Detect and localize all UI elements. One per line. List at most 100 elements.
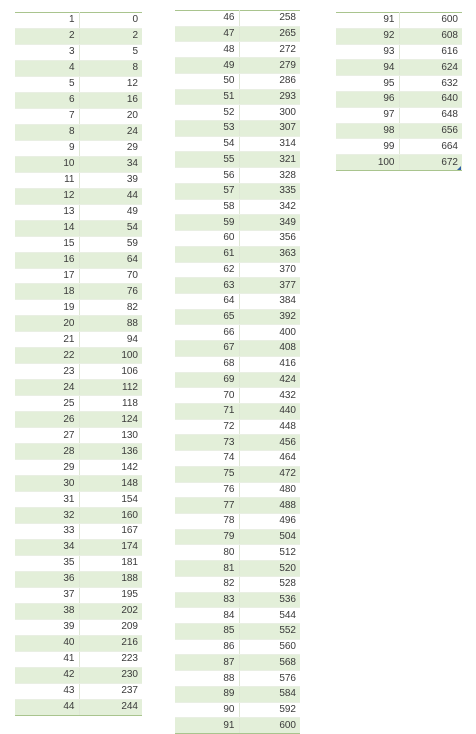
cell-index[interactable]: 3 — [15, 44, 80, 61]
cell-index[interactable]: 33 — [15, 523, 80, 540]
cell-value[interactable]: 560 — [239, 639, 300, 656]
cell-value[interactable]: 112 — [79, 379, 142, 397]
cell-index[interactable]: 47 — [175, 26, 240, 43]
cell-index[interactable]: 24 — [15, 379, 80, 397]
cell-value[interactable]: 464 — [239, 450, 300, 467]
cell-index[interactable]: 35 — [15, 555, 80, 572]
cell-value[interactable]: 54 — [79, 220, 142, 237]
cell-index[interactable]: 92 — [336, 28, 400, 45]
cell-index[interactable]: 78 — [175, 513, 240, 530]
cell-index[interactable]: 2 — [15, 28, 80, 45]
cell-index[interactable]: 60 — [175, 230, 240, 247]
cell-value[interactable]: 370 — [239, 262, 300, 279]
cell-value[interactable]: 148 — [79, 475, 142, 493]
cell-value[interactable]: 106 — [79, 363, 142, 381]
cell-index[interactable]: 16 — [15, 252, 80, 269]
cell-value[interactable]: 181 — [79, 555, 142, 572]
cell-value[interactable]: 167 — [79, 523, 142, 540]
cell-index[interactable]: 28 — [15, 443, 80, 461]
cell-index[interactable]: 25 — [15, 395, 80, 413]
cell-value[interactable]: 472 — [239, 466, 300, 483]
cell-index[interactable]: 18 — [15, 283, 80, 301]
cell-index[interactable]: 5 — [15, 76, 80, 93]
cell-value[interactable]: 59 — [79, 236, 142, 253]
cell-value[interactable]: 640 — [399, 91, 462, 108]
cell-value[interactable]: 321 — [239, 151, 300, 169]
cell-value[interactable]: 349 — [239, 214, 300, 232]
cell-index[interactable]: 58 — [175, 199, 240, 216]
cell-index[interactable]: 14 — [15, 220, 80, 237]
cell-index[interactable]: 7 — [15, 108, 80, 125]
cell-value[interactable]: 363 — [239, 246, 300, 263]
cell-index[interactable]: 8 — [15, 124, 80, 141]
cell-index[interactable]: 37 — [15, 587, 80, 604]
cell-index[interactable]: 94 — [336, 59, 400, 77]
cell-value[interactable]: 136 — [79, 443, 142, 461]
cell-index[interactable]: 97 — [336, 107, 400, 124]
cell-index[interactable]: 77 — [175, 497, 240, 514]
cell-index[interactable]: 21 — [15, 331, 80, 349]
cell-value[interactable]: 528 — [239, 576, 300, 593]
cell-value[interactable]: 286 — [239, 73, 300, 90]
cell-index[interactable]: 34 — [15, 539, 80, 556]
cell-value[interactable]: 0 — [79, 12, 142, 29]
cell-value[interactable]: 656 — [399, 123, 462, 140]
cell-index[interactable]: 65 — [175, 309, 240, 326]
cell-index[interactable]: 86 — [175, 639, 240, 656]
cell-value[interactable]: 314 — [239, 136, 300, 153]
cell-index[interactable]: 56 — [175, 167, 240, 184]
cell-value[interactable]: 392 — [239, 309, 300, 326]
cell-index[interactable]: 64 — [175, 293, 240, 310]
cell-index[interactable]: 40 — [15, 635, 80, 652]
cell-value[interactable]: 88 — [79, 315, 142, 333]
cell-index[interactable]: 68 — [175, 356, 240, 373]
cell-index[interactable]: 79 — [175, 529, 240, 546]
cell-index[interactable]: 20 — [15, 315, 80, 333]
cell-value[interactable]: 39 — [79, 172, 142, 189]
cell-value[interactable]: 154 — [79, 491, 142, 509]
table-resize-handle-icon[interactable] — [457, 166, 461, 170]
cell-value[interactable]: 230 — [79, 667, 142, 684]
cell-index[interactable]: 91 — [336, 12, 400, 29]
cell-index[interactable]: 62 — [175, 262, 240, 279]
cell-index[interactable]: 27 — [15, 427, 80, 445]
cell-index[interactable]: 90 — [175, 702, 240, 719]
cell-value[interactable]: 160 — [79, 507, 142, 524]
cell-value[interactable]: 8 — [79, 60, 142, 77]
cell-value[interactable]: 293 — [239, 89, 300, 106]
cell-value[interactable]: 100 — [79, 347, 142, 365]
cell-value[interactable]: 279 — [239, 57, 300, 74]
cell-index[interactable]: 22 — [15, 347, 80, 365]
cell-value[interactable]: 356 — [239, 230, 300, 247]
cell-index[interactable]: 84 — [175, 607, 240, 625]
cell-value[interactable]: 265 — [239, 26, 300, 43]
cell-value[interactable]: 5 — [79, 44, 142, 61]
cell-value[interactable]: 648 — [399, 107, 462, 124]
cell-value[interactable]: 82 — [79, 299, 142, 317]
cell-index[interactable]: 82 — [175, 576, 240, 593]
cell-index[interactable]: 70 — [175, 387, 240, 404]
cell-value[interactable]: 272 — [239, 41, 300, 59]
cell-value[interactable]: 118 — [79, 395, 142, 413]
cell-index[interactable]: 49 — [175, 57, 240, 74]
cell-value[interactable]: 544 — [239, 607, 300, 625]
cell-index[interactable]: 81 — [175, 560, 240, 577]
cell-value[interactable]: 142 — [79, 459, 142, 477]
cell-index[interactable]: 36 — [15, 571, 80, 588]
cell-value[interactable]: 424 — [239, 372, 300, 389]
cell-value[interactable]: 24 — [79, 124, 142, 141]
cell-value[interactable]: 488 — [239, 497, 300, 514]
cell-value[interactable]: 209 — [79, 619, 142, 636]
cell-index[interactable]: 96 — [336, 91, 400, 108]
cell-value[interactable]: 124 — [79, 411, 142, 429]
cell-index[interactable]: 43 — [15, 683, 80, 700]
cell-index[interactable]: 67 — [175, 340, 240, 357]
cell-index[interactable]: 73 — [175, 434, 240, 452]
cell-index[interactable]: 29 — [15, 459, 80, 477]
cell-value[interactable]: 416 — [239, 356, 300, 373]
cell-value[interactable]: 44 — [79, 188, 142, 205]
cell-value[interactable]: 12 — [79, 76, 142, 93]
cell-index[interactable]: 4 — [15, 60, 80, 77]
cell-index[interactable]: 11 — [15, 172, 80, 189]
cell-value[interactable]: 432 — [239, 387, 300, 404]
